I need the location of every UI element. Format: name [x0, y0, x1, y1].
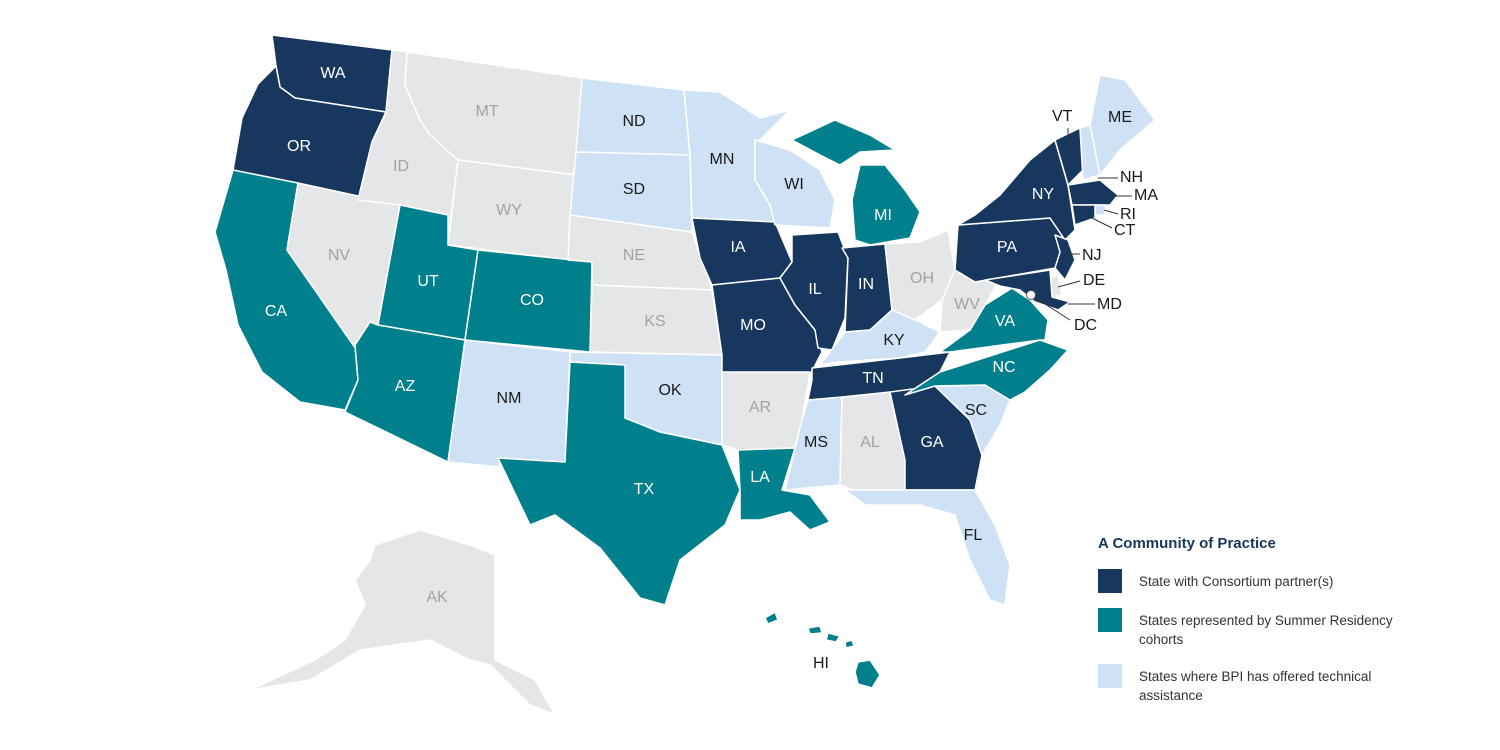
state-LA[interactable] [737, 447, 831, 531]
label-MO: MO [740, 317, 766, 334]
state-RI[interactable] [1094, 204, 1106, 216]
state-HI[interactable] [764, 611, 881, 689]
label-OR: OR [287, 138, 311, 155]
label-OK: OK [658, 382, 681, 399]
state-KY[interactable] [819, 309, 941, 366]
label-NM: NM [497, 390, 522, 407]
label-MI: MI [874, 207, 892, 224]
label-ME: ME [1108, 109, 1132, 126]
label-UT: UT [417, 273, 439, 290]
legend-item-ta: States where BPI has offered technical a… [1098, 664, 1398, 705]
legend-swatch-summer [1098, 608, 1122, 632]
label-NH: NH [1120, 169, 1143, 186]
label-KY: KY [883, 332, 905, 349]
label-MD: MD [1097, 296, 1122, 313]
label-SD: SD [623, 181, 645, 198]
state-FL[interactable] [844, 489, 1011, 606]
label-NE: NE [623, 247, 645, 264]
state-MI[interactable] [791, 119, 921, 246]
label-LA: LA [750, 469, 770, 486]
legend-item-summer: States represented by Summer Residency c… [1098, 608, 1398, 649]
label-MT: MT [475, 103, 498, 120]
state-TX[interactable] [497, 361, 741, 606]
legend-item-consortium: State with Consortium partner(s) [1098, 569, 1398, 593]
label-IL: IL [808, 281, 821, 298]
label-ID: ID [393, 158, 409, 175]
label-leaders [1026, 128, 1132, 321]
label-SC: SC [965, 402, 987, 419]
label-DE: DE [1083, 272, 1105, 289]
legend-swatch-consortium [1098, 569, 1122, 593]
label-CT: CT [1114, 222, 1136, 239]
label-WY: WY [496, 202, 522, 219]
label-NY: NY [1032, 186, 1055, 203]
label-CA: CA [265, 303, 288, 320]
label-TX: TX [634, 481, 655, 498]
label-MS: MS [804, 434, 828, 451]
state-CT[interactable] [1071, 204, 1096, 226]
label-VA: VA [995, 313, 1015, 330]
label-TN: TN [862, 370, 883, 387]
state-NY[interactable] [957, 139, 1076, 241]
label-DC: DC [1074, 317, 1097, 334]
label-AL: AL [860, 434, 880, 451]
label-WI: WI [784, 176, 804, 193]
state-NC[interactable] [904, 339, 1069, 401]
legend-label-summer: States represented by Summer Residency c… [1139, 613, 1393, 647]
label-GA: GA [920, 434, 943, 451]
legend-label-ta: States where BPI has offered technical a… [1139, 669, 1372, 703]
label-HI: HI [813, 655, 829, 672]
state-ME[interactable] [1089, 74, 1156, 176]
label-NV: NV [328, 247, 351, 264]
label-KS: KS [644, 313, 665, 330]
legend-swatch-ta [1098, 664, 1122, 688]
label-WV: WV [954, 296, 980, 313]
label-WA: WA [320, 65, 346, 82]
label-AK: AK [426, 589, 448, 606]
state-NJ[interactable] [1054, 234, 1076, 281]
label-NC: NC [992, 359, 1015, 376]
label-IA: IA [730, 239, 745, 256]
label-OH: OH [910, 270, 934, 287]
label-MN: MN [710, 151, 735, 168]
state-MA[interactable] [1067, 179, 1119, 206]
legend-title: A Community of Practice [1098, 535, 1276, 552]
state-WI[interactable] [754, 139, 836, 229]
legend: A Community of Practice State with Conso… [1098, 535, 1398, 723]
label-FL: FL [964, 527, 983, 544]
label-MA: MA [1134, 187, 1158, 204]
legend-label-consortium: State with Consortium partner(s) [1139, 574, 1334, 589]
label-NJ: NJ [1082, 247, 1102, 264]
label-CO: CO [520, 292, 544, 309]
label-IN: IN [858, 276, 874, 293]
state-MD[interactable] [984, 269, 1071, 311]
label-PA: PA [997, 239, 1017, 256]
label-ND: ND [622, 113, 645, 130]
label-AZ: AZ [395, 378, 416, 395]
label-VT: VT [1052, 108, 1073, 125]
state-AK[interactable] [249, 529, 556, 716]
label-AR: AR [749, 399, 771, 416]
label-RI: RI [1120, 206, 1136, 223]
